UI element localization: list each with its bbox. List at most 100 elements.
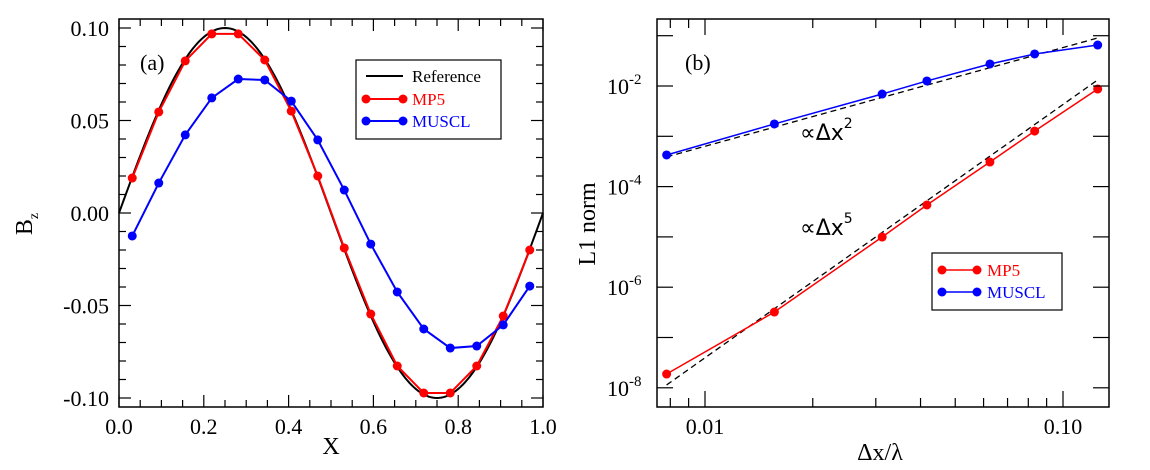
- data-point-mp5: [127, 173, 137, 183]
- data-point-muscl: [313, 135, 323, 145]
- panel-b: 0.01 0.10 10-2 10-4 10-6 10-8 (b) Δx/λ L1 nor…: [575, 18, 1110, 466]
- panel-b-ticks: 0.01 0.10 10-2 10-4 10-6 10-8: [607, 19, 1109, 439]
- panel-a-ticks: 0.0 0.2 0.4 0.6 0.8 1.0 0.10 0.05 0.00 -0.05 -0.10: [63, 16, 557, 439]
- data-point-mp5: [180, 56, 190, 66]
- y-tick-label: 10-2: [607, 72, 642, 99]
- data-point-muscl: [419, 324, 429, 334]
- data-point-mp5: [525, 245, 535, 255]
- data-point-muscl: [233, 74, 243, 84]
- legend-b-muscl-marker: [972, 287, 982, 297]
- reference-line-order-5: [666, 79, 1099, 386]
- y-tick-label: 0.00: [71, 201, 110, 226]
- legend-reference-label: Reference: [412, 67, 481, 86]
- annotation-order-2: ∝Δx2: [800, 116, 853, 146]
- series-line-mp5: [131, 32, 531, 395]
- data-point-mp5: [877, 232, 887, 242]
- y-tick-label: 0.05: [71, 109, 110, 134]
- legend-mp5-label: MP5: [412, 90, 445, 109]
- data-point-muscl: [180, 130, 190, 140]
- data-point-mp5: [339, 243, 349, 253]
- y-tick-label: 10-8: [607, 374, 642, 401]
- data-point-muscl: [392, 287, 402, 297]
- data-point-mp5: [154, 107, 164, 117]
- data-point-mp5: [392, 361, 402, 371]
- y-tick-label: 10-4: [607, 173, 642, 200]
- data-point-mp5: [286, 106, 296, 116]
- x-tick-label: 1.0: [529, 414, 557, 439]
- data-point-muscl: [1030, 49, 1040, 59]
- data-point-muscl: [260, 75, 270, 85]
- data-point-muscl: [498, 320, 508, 330]
- annotation-order-5-base: ∝Δx: [800, 216, 844, 241]
- panel-b-legend-box: [931, 252, 1063, 311]
- panel-a-legend: Reference MP5 MUSCL: [355, 59, 502, 140]
- annotation-order-2-base: ∝Δx: [800, 121, 844, 146]
- data-point-muscl: [985, 59, 995, 69]
- panel-a-xlabel: X: [322, 434, 339, 460]
- y-tick-label: -0.10: [63, 386, 109, 411]
- svg-text:Bz: Bz: [12, 213, 42, 235]
- panel-b-legend: MP5 MUSCL: [931, 252, 1063, 311]
- data-point-mp5: [769, 307, 779, 317]
- data-point-mp5: [445, 388, 455, 398]
- data-point-muscl: [525, 281, 535, 291]
- y-tick-label: 10-6: [607, 273, 642, 300]
- data-point-muscl: [1093, 40, 1103, 50]
- panel-a-data-layer: [118, 26, 544, 400]
- data-point-mp5: [366, 309, 376, 319]
- panel-a-ylabel: Bz: [12, 213, 42, 235]
- legend-mp5-marker: [361, 94, 371, 104]
- legend-mp5-marker: [398, 94, 408, 104]
- data-point-muscl: [662, 150, 672, 160]
- panel-b-frame: [656, 18, 1110, 408]
- data-point-muscl: [207, 93, 217, 103]
- data-point-mp5: [233, 29, 243, 39]
- panel-a-tag: (a): [140, 50, 164, 75]
- data-point-mp5: [419, 388, 429, 398]
- data-point-muscl: [366, 239, 376, 249]
- legend-muscl-marker: [398, 116, 408, 126]
- series-line-muscl: [666, 44, 1098, 156]
- x-tick-label: 0.4: [275, 414, 303, 439]
- panel-a: 0.0 0.2 0.4 0.6 0.8 1.0 0.10 0.05 0.00 -0.05 -0.10…: [12, 16, 557, 460]
- data-point-muscl: [472, 341, 482, 351]
- panel-b-tag: (b): [685, 50, 711, 75]
- data-point-mp5: [472, 361, 482, 371]
- data-point-muscl: [286, 96, 296, 106]
- data-point-mp5: [1093, 84, 1103, 94]
- panel-a-ylabel-main: B: [12, 219, 38, 235]
- data-point-mp5: [922, 200, 932, 210]
- legend-b-mp5-label: MP5: [987, 261, 1020, 280]
- panel-b-data-layer: [662, 37, 1103, 386]
- data-point-mp5: [985, 157, 995, 167]
- x-tick-label: 0.2: [190, 414, 218, 439]
- series-line-muscl: [131, 78, 531, 350]
- panel-a-ylabel-sub: z: [27, 213, 42, 219]
- data-point-muscl: [154, 178, 164, 188]
- y-tick-label: -0.05: [63, 294, 109, 319]
- x-tick-label: 0.01: [686, 414, 725, 439]
- legend-b-muscl-marker: [937, 287, 947, 297]
- legend-muscl-label: MUSCL: [412, 112, 471, 131]
- data-point-mp5: [662, 369, 672, 379]
- data-point-muscl: [445, 343, 455, 353]
- data-point-mp5: [1030, 126, 1040, 136]
- data-point-mp5: [313, 171, 323, 181]
- annotation-order-5: ∝Δx5: [800, 211, 853, 241]
- data-point-mp5: [207, 29, 217, 39]
- annotation-order-5-exp: 5: [844, 211, 853, 227]
- legend-b-mp5-marker: [972, 265, 982, 275]
- legend-b-muscl-label: MUSCL: [987, 283, 1046, 302]
- x-tick-label: 0.10: [1044, 414, 1083, 439]
- data-point-muscl: [877, 89, 887, 99]
- x-tick-label: 0.8: [444, 414, 472, 439]
- data-point-mp5: [260, 55, 270, 65]
- panel-b-xlabel: Δx/λ: [857, 440, 903, 466]
- annotation-order-2-exp: 2: [844, 116, 853, 132]
- panel-b-ylabel: L1 norm: [575, 182, 601, 266]
- data-point-muscl: [769, 119, 779, 129]
- data-point-muscl: [127, 231, 137, 241]
- x-tick-label: 0.6: [360, 414, 388, 439]
- x-tick-label: 0.0: [105, 414, 133, 439]
